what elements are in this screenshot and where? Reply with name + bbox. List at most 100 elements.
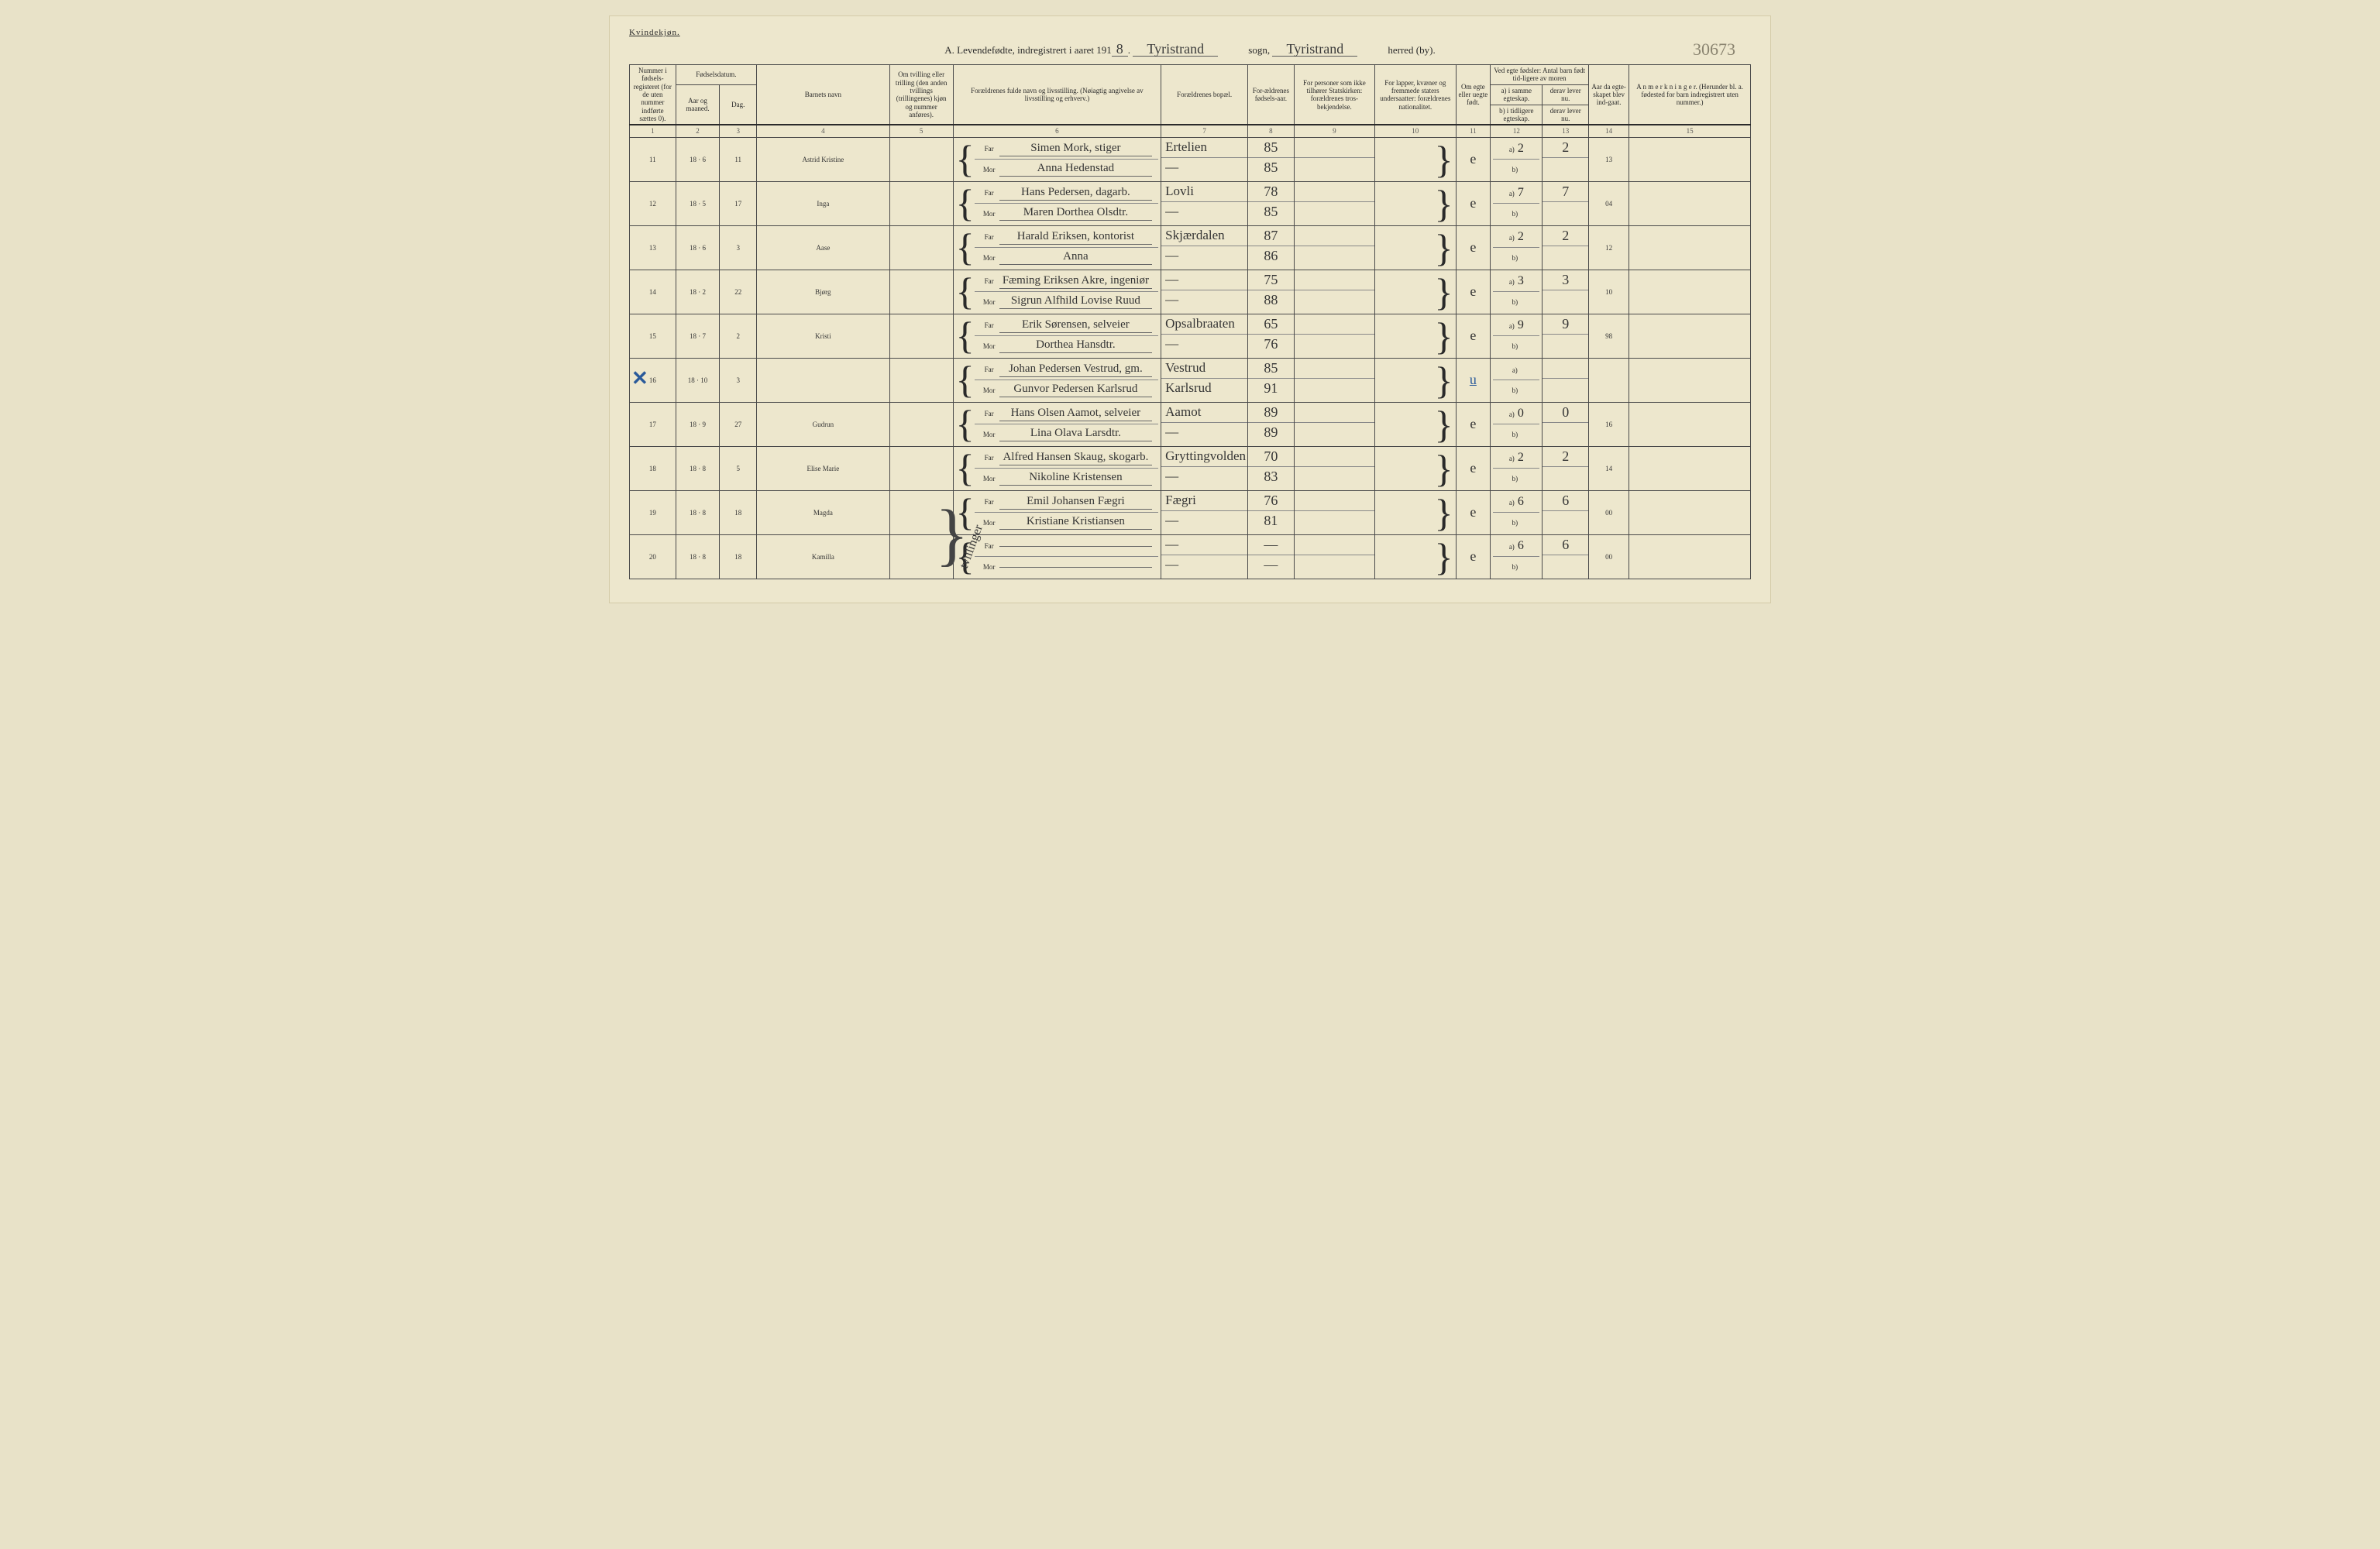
marriage-year: 14: [1589, 446, 1629, 490]
parents-cell: { FarHans Olsen Aamot, selveier MorLina …: [953, 402, 1161, 446]
prev-b-living: [1543, 246, 1588, 266]
birth-year-far: 89: [1248, 403, 1294, 423]
colnum: 11: [1456, 125, 1491, 137]
prev-living: 7: [1543, 181, 1589, 225]
residence-mor: —: [1161, 423, 1247, 443]
residence-far: Opsalbraaten: [1161, 314, 1247, 335]
father-name: Fæming Eriksen Akre, ingeniør: [999, 274, 1153, 289]
brace-left: {: [956, 139, 975, 180]
parents-cell: { FarFæming Eriksen Akre, ingeniør MorSi…: [953, 270, 1161, 314]
birth-year-mor: —: [1248, 555, 1294, 575]
religion: [1294, 534, 1374, 579]
father-name: [999, 545, 1153, 547]
far-label: Far: [979, 454, 999, 462]
father-name: Hans Pedersen, dagarb.: [999, 186, 1153, 201]
herred-label: herred (by).: [1388, 44, 1435, 56]
col-3-header: Dag.: [720, 84, 757, 125]
prev-b: b): [1493, 424, 1539, 445]
year-suffix: 8: [1112, 42, 1128, 57]
remarks: [1629, 314, 1751, 358]
twin-note: [889, 314, 953, 358]
birth-year-mor: 89: [1248, 423, 1294, 443]
prev-a: a)0: [1493, 404, 1539, 424]
register-page: Kvindekjøn. A. Levendefødte, indregistre…: [609, 15, 1771, 603]
day: 18: [720, 534, 757, 579]
residence-mor: —: [1161, 555, 1247, 575]
brace-right: }: [1435, 184, 1453, 223]
residence-far: Ertelien: [1161, 138, 1247, 158]
colnum: 15: [1629, 125, 1751, 137]
mor-label: Mor: [979, 563, 999, 571]
mother-name: Lina Olava Larsdtr.: [999, 427, 1153, 441]
prev-b: b): [1493, 469, 1539, 489]
parents-cell: { Far Mor: [953, 534, 1161, 579]
far-label: Far: [979, 145, 999, 153]
prev-b-living: [1543, 290, 1588, 311]
entry-number: 12: [630, 181, 676, 225]
col-12a-header: a) i samme egteskap.: [1491, 84, 1543, 105]
entry-number: 11: [630, 137, 676, 181]
nationality: }: [1375, 225, 1456, 270]
year-month: 18 · 2: [676, 270, 720, 314]
brace-left: {: [956, 360, 975, 400]
prev-a: a): [1493, 360, 1539, 380]
prev-b: b): [1493, 248, 1539, 268]
twin-note: [889, 446, 953, 490]
prev-a: a)2: [1493, 448, 1539, 469]
col-2-3-group: Fødselsdatum.: [676, 65, 756, 85]
prev-a: a)3: [1493, 272, 1539, 292]
religion: [1294, 446, 1374, 490]
prev-b-living: [1543, 423, 1588, 443]
col-7-header: Forældrenes bopæl.: [1161, 65, 1248, 125]
mor-label: Mor: [979, 431, 999, 438]
mor-label: Mor: [979, 475, 999, 483]
far-label: Far: [979, 233, 999, 241]
brace-right: }: [1435, 228, 1453, 267]
parents-cell: { FarSimen Mork, stiger MorAnna Hedensta…: [953, 137, 1161, 181]
day: 17: [720, 181, 757, 225]
col-2-header: Aar og maaned.: [676, 84, 720, 125]
far-label: Far: [979, 366, 999, 373]
day: 3: [720, 358, 757, 402]
title-printed: A. Levendefødte, indregistrert i aaret 1…: [944, 44, 1112, 56]
parents-cell: { FarAlfred Hansen Skaug, skogarb. MorNi…: [953, 446, 1161, 490]
residence-mor: Karlsrud: [1161, 379, 1247, 399]
brace-left: {: [956, 404, 975, 445]
entry-number: 14: [630, 270, 676, 314]
day: 11: [720, 137, 757, 181]
prev-living: 6: [1543, 534, 1589, 579]
legitimate: e: [1456, 225, 1491, 270]
birth-year: — —: [1248, 534, 1295, 579]
child-name: Gudrun: [757, 402, 890, 446]
day: 2: [720, 314, 757, 358]
sogn-handwritten: Tyristrand: [1133, 42, 1218, 57]
marriage-year: 04: [1589, 181, 1629, 225]
birth-year-mor: 86: [1248, 246, 1294, 266]
prev-a-living: 2: [1543, 226, 1588, 246]
residence: — —: [1161, 270, 1248, 314]
residence: Skjærdalen —: [1161, 225, 1248, 270]
far-label: Far: [979, 542, 999, 550]
legitimate: u: [1456, 358, 1491, 402]
father-name: Erik Sørensen, selveier: [999, 318, 1153, 333]
birth-year-mor: 76: [1248, 335, 1294, 355]
twin-note: [889, 181, 953, 225]
table-row: 16 18 · 10 3 { FarJohan Pedersen Vestrud…: [630, 358, 1751, 402]
residence: — —: [1161, 534, 1248, 579]
child-name: Magda: [757, 490, 890, 534]
twin-note: [889, 225, 953, 270]
residence: Aamot —: [1161, 402, 1248, 446]
mother-name: Dorthea Hansdtr.: [999, 338, 1153, 353]
birth-year-far: 65: [1248, 314, 1294, 335]
mother-name: Kristiane Kristiansen: [999, 515, 1153, 530]
parents-cell: { FarErik Sørensen, selveier MorDorthea …: [953, 314, 1161, 358]
colnum: 2: [676, 125, 720, 137]
prev-a-living: 2: [1543, 447, 1588, 467]
remarks: [1629, 225, 1751, 270]
year-month: 18 · 5: [676, 181, 720, 225]
table-header: Nummer i fødsels-registeret (for de uten…: [630, 65, 1751, 138]
father-name: Johan Pedersen Vestrud, gm.: [999, 362, 1153, 377]
nationality: }: [1375, 534, 1456, 579]
colnum: 6: [953, 125, 1161, 137]
religion: [1294, 358, 1374, 402]
